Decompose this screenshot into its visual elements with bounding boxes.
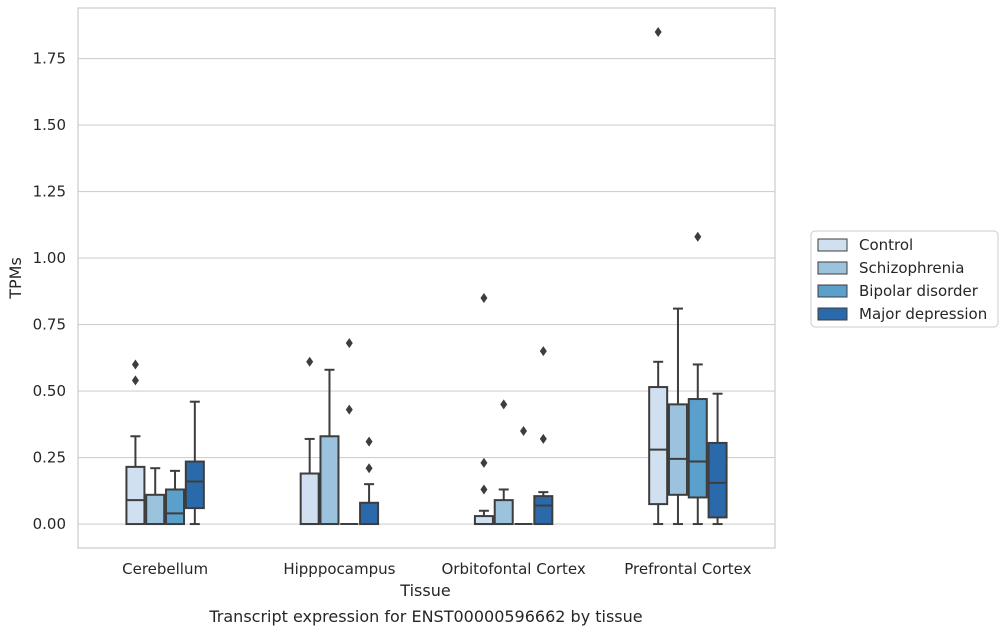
x-tick-label: Prefrontal Cortex xyxy=(624,560,751,578)
x-tick-label: Hipppocampus xyxy=(283,560,395,578)
outlier-point xyxy=(480,457,488,468)
outlier-point xyxy=(480,292,488,303)
series-schizophrenia xyxy=(145,307,688,526)
figure-caption: Transcript expression for ENST0000059666… xyxy=(208,607,642,626)
outlier-point xyxy=(520,425,528,436)
x-tick-label: Orbitofontal Cortex xyxy=(442,560,586,578)
box xyxy=(359,501,380,526)
legend: Control Schizophrenia Bipolar disorder Majo… xyxy=(810,230,999,328)
box xyxy=(493,499,514,526)
legend-label: Major depression xyxy=(859,305,987,323)
y-tick-label: 1.25 xyxy=(33,183,66,201)
y-tick-label: 1.50 xyxy=(33,116,66,134)
box xyxy=(667,403,688,496)
box xyxy=(687,398,708,499)
legend-label: Bipolar disorder xyxy=(859,282,979,300)
box xyxy=(299,472,320,526)
series-major-depression xyxy=(184,346,728,526)
box xyxy=(184,460,205,510)
outlier-point xyxy=(131,375,139,386)
plot-frame xyxy=(77,7,776,549)
x-axis-label: Tissue xyxy=(399,581,450,600)
outlier-point xyxy=(345,404,353,415)
box xyxy=(125,465,146,526)
x-tick-label: Cerebellum xyxy=(122,560,208,578)
outlier-point xyxy=(306,356,314,367)
box xyxy=(319,435,340,526)
legend-label: Control xyxy=(859,236,913,254)
legend-label: Schizophrenia xyxy=(859,259,964,277)
legend-swatch xyxy=(817,261,848,275)
outlier-point xyxy=(365,436,373,447)
y-tick-label: 1.00 xyxy=(33,249,66,267)
box xyxy=(165,488,186,526)
outlier-point xyxy=(345,338,353,349)
outlier-point xyxy=(480,484,488,495)
outlier-point xyxy=(131,359,139,370)
y-tick-label: 0.50 xyxy=(33,382,66,400)
outlier-point xyxy=(539,346,547,357)
box xyxy=(707,441,728,519)
box xyxy=(145,493,166,526)
y-tick-label: 0.25 xyxy=(33,449,66,467)
y-tick-label: 0.00 xyxy=(33,515,66,533)
box xyxy=(473,515,494,526)
y-tick-labels: 0.00 0.25 0.50 0.75 1.00 1.25 1.50 1.75 xyxy=(33,50,66,534)
box xyxy=(533,495,554,526)
series-control xyxy=(125,26,669,526)
box-series xyxy=(125,26,728,526)
outlier-point xyxy=(365,463,373,474)
legend-swatch xyxy=(817,238,848,252)
outlier-point xyxy=(539,433,547,444)
x-tick-labels: Cerebellum Hipppocampus Orbitofontal Corte… xyxy=(122,560,751,578)
outlier-point xyxy=(654,26,662,37)
y-axis-label: TPMs xyxy=(6,257,25,300)
legend-frame xyxy=(810,230,999,328)
y-tick-label: 1.75 xyxy=(33,50,66,68)
legend-swatch xyxy=(817,307,848,321)
outlier-point xyxy=(694,231,702,242)
outlier-point xyxy=(500,399,508,410)
y-tick-label: 0.75 xyxy=(33,316,66,334)
box xyxy=(648,386,669,506)
legend-swatch xyxy=(817,284,848,298)
series-bipolar-disorder xyxy=(165,231,708,526)
